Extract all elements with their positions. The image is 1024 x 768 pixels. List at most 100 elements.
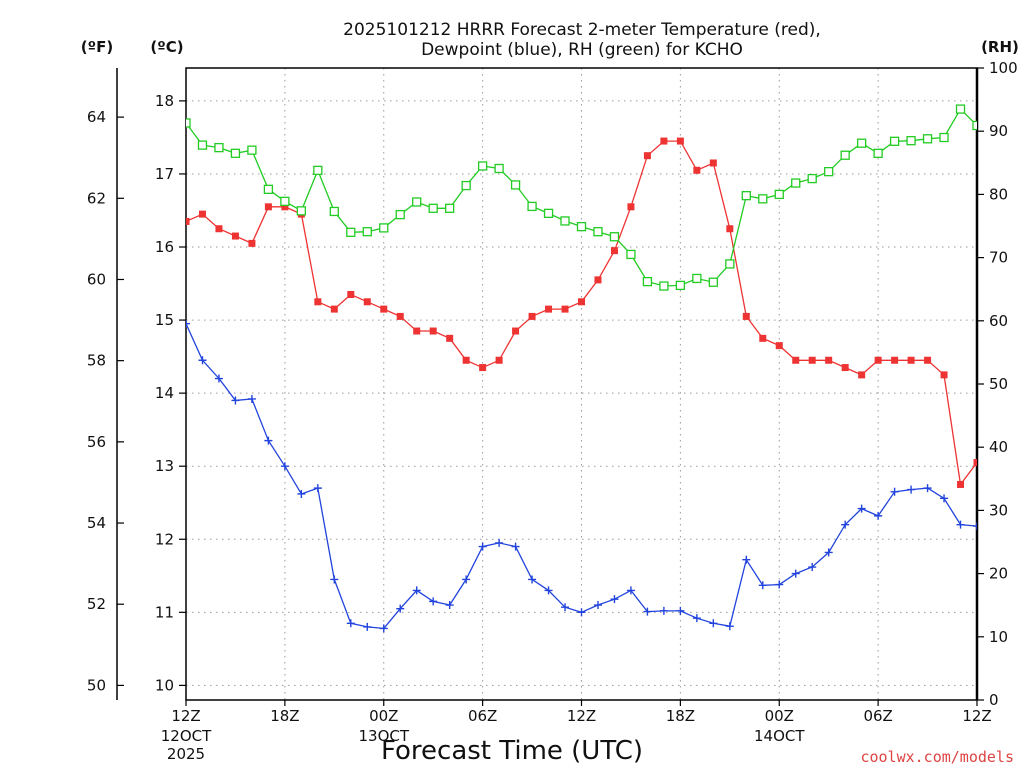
fahrenheit-tick-label: 60 [87,270,106,288]
dewpoint-point [808,563,817,572]
temperature-point [314,298,322,306]
x-tick-label: 00Z [765,707,794,725]
dewpoint-point [824,548,833,557]
dewpoint-point [626,586,635,595]
temperature-point [330,305,338,313]
credit-text: coolwx.com/models [860,748,1014,766]
rh-point [791,178,801,188]
fahrenheit-axis-header: (ºF) [81,38,113,56]
dewpoint-point [775,580,784,589]
celsius-tick-label: 13 [155,457,174,475]
dewpoint-point [330,575,339,584]
dewpoint-point [610,595,619,604]
rh-tick-label: 100 [989,59,1018,77]
x-tick-label: 18Z [270,707,299,725]
rh-point [972,120,977,131]
fahrenheit-tick-label: 58 [87,352,106,370]
rh-point [461,180,471,191]
dewpoint-point [429,597,438,606]
dewpoint-point [511,542,520,551]
fahrenheit-tick-label: 64 [87,108,106,126]
rh-point [906,136,916,146]
dewpoint-point [676,606,685,615]
rh-point [247,145,257,155]
temperature-point [792,356,800,364]
dewpoint-point [379,624,388,633]
dewpoint-point [297,489,306,498]
temperature-point [742,312,750,320]
rh-point [428,203,438,213]
series-group [186,104,977,633]
fahrenheit-tick-label: 56 [87,433,106,451]
dewpoint-point [874,511,883,520]
plot-frame [185,67,978,701]
rh-tick-label: 10 [989,628,1008,646]
fahrenheit-tick-label: 54 [87,514,106,532]
rh-line [186,108,977,287]
rh-point [346,227,356,237]
rh-point [296,206,307,216]
dewpoint-point [561,603,570,612]
celsius-axis-header: (ºC) [150,38,183,56]
rh-point [379,223,389,233]
temperature-point [198,210,206,218]
dewpoint-point [643,607,652,616]
temperature-point [578,298,585,306]
temperature-point [528,312,536,320]
celsius-tick-label: 11 [155,603,174,621]
temperature-point [248,239,256,247]
temperature-point [186,217,190,225]
rh-point [807,173,817,184]
rh-point [922,134,933,144]
x-tick-date-label: 12OCT [161,727,212,745]
dewpoint-point [973,522,977,531]
rh-point [494,163,504,174]
temperature-point [660,137,668,145]
rh-point [774,189,784,200]
temperature-point [907,356,915,364]
dewpoint-point [528,575,537,584]
rh-point [626,249,636,260]
temperature-point [231,232,239,240]
dewpoint-point [577,608,586,617]
rh-point [708,277,718,287]
temperature-point [264,203,272,211]
rh-point [741,191,751,201]
fahrenheit-tick-label: 52 [87,595,106,613]
temperature-point [462,356,470,364]
temperature-point [281,203,289,211]
temperature-point [610,247,618,255]
dewpoint-point [709,619,718,628]
celsius-tick-label: 10 [155,676,174,694]
dewpoint-point [478,542,487,551]
temperature-point [874,356,882,364]
rh-point [692,273,702,284]
rh-point [889,136,900,146]
temperature-point [825,356,833,364]
dewpoint-point [940,494,949,503]
temperature-point [643,152,651,160]
dewpoint-point [396,604,405,613]
rh-point [675,280,686,291]
rh-point [642,276,653,287]
temperature-point [808,356,816,364]
rh-point [477,161,488,171]
rh-point [186,118,191,128]
temperature-point [709,159,717,167]
rh-tick-label: 80 [989,185,1008,203]
temperature-point [940,371,948,379]
celsius-tick-label: 14 [155,384,174,402]
rh-point [609,232,620,242]
dewpoint-point [692,614,701,623]
rh-point [560,216,570,226]
rh-point [280,196,290,207]
dewpoint-point [725,622,734,631]
dewpoint-point [841,520,850,529]
rh-point [593,227,603,237]
dewpoint-point [907,485,916,494]
temperature-point [545,305,553,313]
dewpoint-point [857,504,866,513]
dewpoint-point [890,487,899,496]
fahrenheit-tick-label: 62 [87,189,106,207]
